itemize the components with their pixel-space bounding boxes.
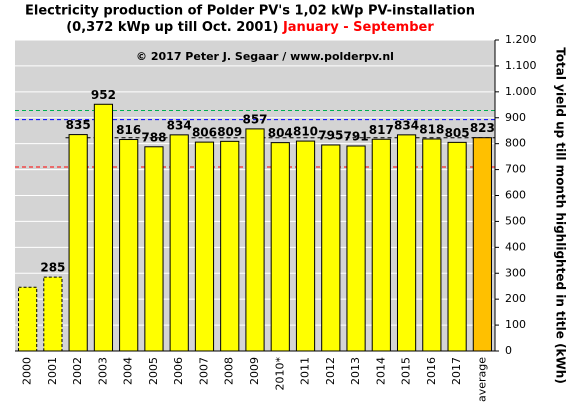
x-tick-label: 2013 [349,357,362,385]
bar [18,286,38,352]
bar [194,141,215,352]
value-label: 788 [141,130,166,144]
bar [321,144,341,352]
y-tick-label: 200 [505,292,526,305]
value-label: 804 [268,126,293,140]
bar [472,137,492,352]
chart-title: Electricity production of Polder PV's 1,… [25,4,475,19]
x-tick-label: 2001 [46,357,59,385]
value-label: 817 [369,123,394,137]
bar [43,276,63,352]
x-tick-label: 2011 [299,357,312,385]
subtitle: (0,372 kWp up till Oct. 2001) [66,20,278,35]
y-tick-label: 800 [505,137,526,150]
bar [371,138,391,352]
y-tick-label: 1.200 [505,33,537,46]
x-tick-label: 2009 [248,357,261,385]
y-tick-label: 700 [505,163,526,176]
bar [169,134,189,352]
y-tick-label: 300 [505,266,526,279]
bar [220,140,240,352]
bar [245,128,265,352]
x-tick-label: 2016 [425,357,438,385]
x-tick-label: 2014 [374,357,387,385]
x-tick-label: 2007 [197,357,210,385]
y-tick-label: 500 [505,214,526,227]
bar [346,145,366,352]
y-tick-label: 1.000 [505,85,537,98]
value-label: 835 [66,118,91,132]
bar [295,140,316,352]
y-tick-label: 1.100 [505,59,537,72]
value-label: 791 [344,129,369,143]
y-tick-label: 0 [505,344,512,357]
value-label: 285 [40,261,65,275]
value-label: 834 [394,118,419,132]
x-tick-label: 2015 [400,357,413,385]
x-tick-label: 2004 [122,357,135,385]
x-tick-label: 2002 [71,357,84,385]
y-axis-label: Total yield up till month highlighted in… [554,47,568,384]
copyright: © 2017 Peter J. Segaar / www.polderpv.nl [136,50,394,63]
chart-subtitle: (0,372 kWp up till Oct. 2001) January - … [66,20,434,35]
value-label: 806 [192,126,217,140]
value-label: 952 [91,88,116,102]
bar [270,142,290,352]
bar [422,138,442,352]
x-tick-label: 2005 [147,357,160,385]
x-tick-label: 2008 [223,357,236,385]
bar [447,141,467,352]
value-label: 795 [318,128,343,142]
bar [68,134,88,352]
x-tick-label: 2003 [96,357,109,385]
period: January - September [282,20,434,35]
value-label: 818 [419,123,444,137]
bar [396,134,417,352]
y-tick-label: 100 [505,318,526,331]
bar [93,103,114,352]
value-label: 823 [470,121,495,135]
value-label: 834 [167,118,192,132]
x-tick-label: 2010* [273,357,286,391]
bar [119,139,139,352]
x-tick-label: average [475,357,488,402]
value-label: 809 [217,125,242,139]
x-tick-label: 2000 [21,357,34,385]
x-tick-label: 2012 [324,357,337,385]
value-label: 805 [445,126,470,140]
x-tick-label: 2017 [450,357,463,385]
value-label: 810 [293,125,318,139]
y-tick-label: 900 [505,111,526,124]
x-tick-label: 2006 [172,357,185,385]
y-tick-label: 400 [505,240,526,253]
bar [144,146,164,352]
y-tick-label: 600 [505,189,526,202]
value-label: 816 [116,123,141,137]
value-label: 857 [242,112,267,126]
